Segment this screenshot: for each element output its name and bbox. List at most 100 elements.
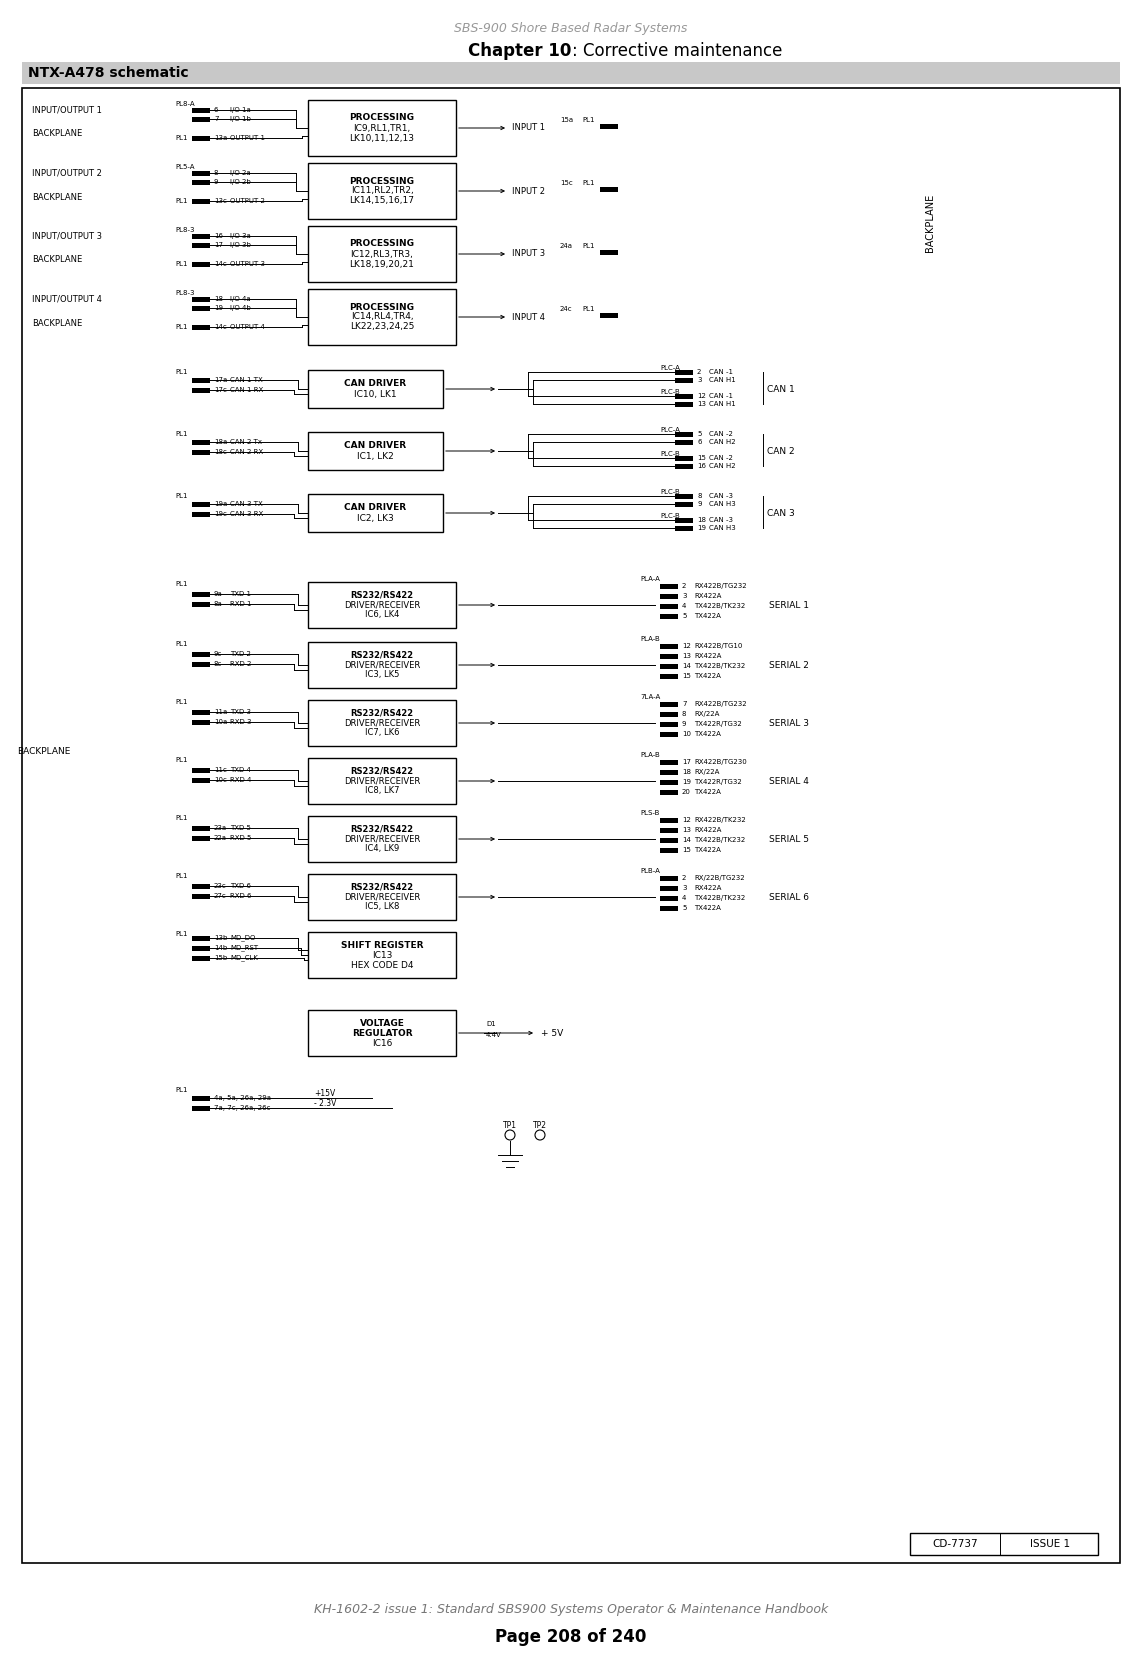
Text: CAN 3: CAN 3 [767, 508, 795, 518]
Text: 10a: 10a [214, 718, 227, 725]
Text: BACKPLANE: BACKPLANE [32, 129, 82, 139]
Bar [192, 710, 210, 715]
Text: INPUT 3: INPUT 3 [512, 250, 545, 258]
Bar [675, 402, 693, 407]
Text: I/O 1b: I/O 1b [230, 116, 251, 122]
Bar [660, 828, 678, 832]
Text: IC6, LK4: IC6, LK4 [364, 611, 400, 619]
Text: DRIVER/RECEIVER: DRIVER/RECEIVER [344, 718, 420, 728]
Bar [192, 136, 210, 141]
Text: BACKPLANE: BACKPLANE [925, 194, 935, 252]
Bar [192, 935, 210, 940]
Text: PLC-B: PLC-B [660, 452, 679, 457]
Text: BACKPLANE: BACKPLANE [32, 255, 82, 265]
Text: 15: 15 [682, 847, 691, 852]
Text: 18: 18 [697, 516, 706, 523]
Bar [192, 1096, 210, 1101]
Text: PL1: PL1 [175, 369, 187, 376]
Bar [660, 712, 678, 717]
Text: 19a: 19a [214, 501, 227, 506]
Text: 2: 2 [697, 369, 701, 376]
Bar [308, 758, 456, 804]
Text: 12: 12 [682, 644, 691, 649]
Text: 14c: 14c [214, 324, 227, 329]
Text: PL8-3: PL8-3 [175, 290, 194, 296]
Bar [675, 440, 693, 445]
Bar [660, 644, 678, 649]
Text: 13c: 13c [214, 199, 227, 204]
Text: 18a: 18a [214, 439, 227, 445]
Text: SERIAL 4: SERIAL 4 [769, 776, 809, 786]
Bar [308, 1010, 456, 1056]
Text: TXD 2: TXD 2 [230, 650, 251, 657]
Text: 18: 18 [214, 296, 223, 301]
Bar [660, 905, 678, 910]
Bar [675, 493, 693, 498]
Text: PLB-A: PLB-A [640, 867, 660, 874]
Bar [308, 493, 443, 531]
Text: RXD 3: RXD 3 [230, 718, 251, 725]
Text: CAN -2: CAN -2 [709, 430, 733, 437]
Text: PL1: PL1 [175, 493, 187, 500]
Bar [192, 768, 210, 773]
Text: IC7, LK6: IC7, LK6 [364, 728, 400, 738]
Text: LK14,15,16,17: LK14,15,16,17 [349, 197, 415, 205]
Text: DRIVER/RECEIVER: DRIVER/RECEIVER [344, 776, 420, 786]
Text: PL8-3: PL8-3 [175, 227, 194, 233]
Text: MD_DO: MD_DO [230, 935, 256, 942]
Text: I/O 4a: I/O 4a [230, 296, 250, 301]
Text: RX/22B/TG232: RX/22B/TG232 [694, 875, 745, 880]
Text: DRIVER/RECEIVER: DRIVER/RECEIVER [344, 660, 420, 670]
Text: TXD 1: TXD 1 [230, 591, 251, 597]
Text: PL1: PL1 [582, 306, 595, 313]
Bar [660, 837, 678, 842]
Text: PLA-B: PLA-B [640, 751, 660, 758]
Bar [660, 594, 678, 599]
Text: PL1: PL1 [175, 199, 187, 204]
Text: RX422A: RX422A [694, 592, 722, 599]
Text: + 5V: + 5V [541, 1028, 563, 1038]
Bar [660, 654, 678, 659]
Text: PL5-A: PL5-A [175, 164, 194, 170]
Circle shape [505, 1130, 515, 1140]
Text: TP1: TP1 [502, 1120, 517, 1129]
Text: PL1: PL1 [175, 324, 187, 329]
Bar [660, 722, 678, 727]
Text: RX422A: RX422A [694, 828, 722, 832]
Text: 4.4V: 4.4V [486, 1033, 501, 1038]
Text: INPUT/OUTPUT 3: INPUT/OUTPUT 3 [32, 232, 102, 240]
Text: TX422A: TX422A [694, 674, 721, 679]
Text: PLC-A: PLC-A [660, 366, 679, 371]
Text: TX422A: TX422A [694, 732, 721, 736]
Text: PLC-B: PLC-B [660, 389, 679, 396]
Text: 16: 16 [697, 463, 706, 468]
Text: OUTPUT 1: OUTPUT 1 [230, 136, 265, 141]
Bar [308, 583, 456, 627]
Text: RS232/RS422: RS232/RS422 [351, 824, 413, 834]
Text: CAN 2 Tx: CAN 2 Tx [230, 439, 262, 445]
Bar [192, 884, 210, 889]
Text: 3: 3 [697, 377, 701, 382]
Text: CAN -3: CAN -3 [709, 516, 733, 523]
Text: TXD 6: TXD 6 [230, 884, 251, 889]
Bar [192, 601, 210, 606]
Bar [660, 847, 678, 852]
Bar [308, 700, 456, 746]
Text: PLA-B: PLA-B [640, 636, 660, 642]
Text: RS232/RS422: RS232/RS422 [351, 591, 413, 599]
Text: TXD 3: TXD 3 [230, 708, 251, 715]
Text: 17a: 17a [214, 377, 227, 382]
Text: : Corrective maintenance: : Corrective maintenance [572, 41, 782, 60]
Text: BACKPLANE: BACKPLANE [32, 318, 82, 328]
Text: 22a: 22a [214, 836, 227, 841]
Bar [192, 501, 210, 506]
Bar [675, 369, 693, 374]
Bar [192, 296, 210, 301]
Text: RXD 5: RXD 5 [230, 836, 251, 841]
Text: 18c: 18c [214, 449, 227, 455]
Text: CAN 3 TX: CAN 3 TX [230, 501, 263, 506]
Text: 3: 3 [682, 592, 686, 599]
Text: BACKPLANE: BACKPLANE [32, 192, 82, 202]
Text: IC1, LK2: IC1, LK2 [357, 452, 394, 460]
Text: PROCESSING: PROCESSING [349, 114, 415, 122]
